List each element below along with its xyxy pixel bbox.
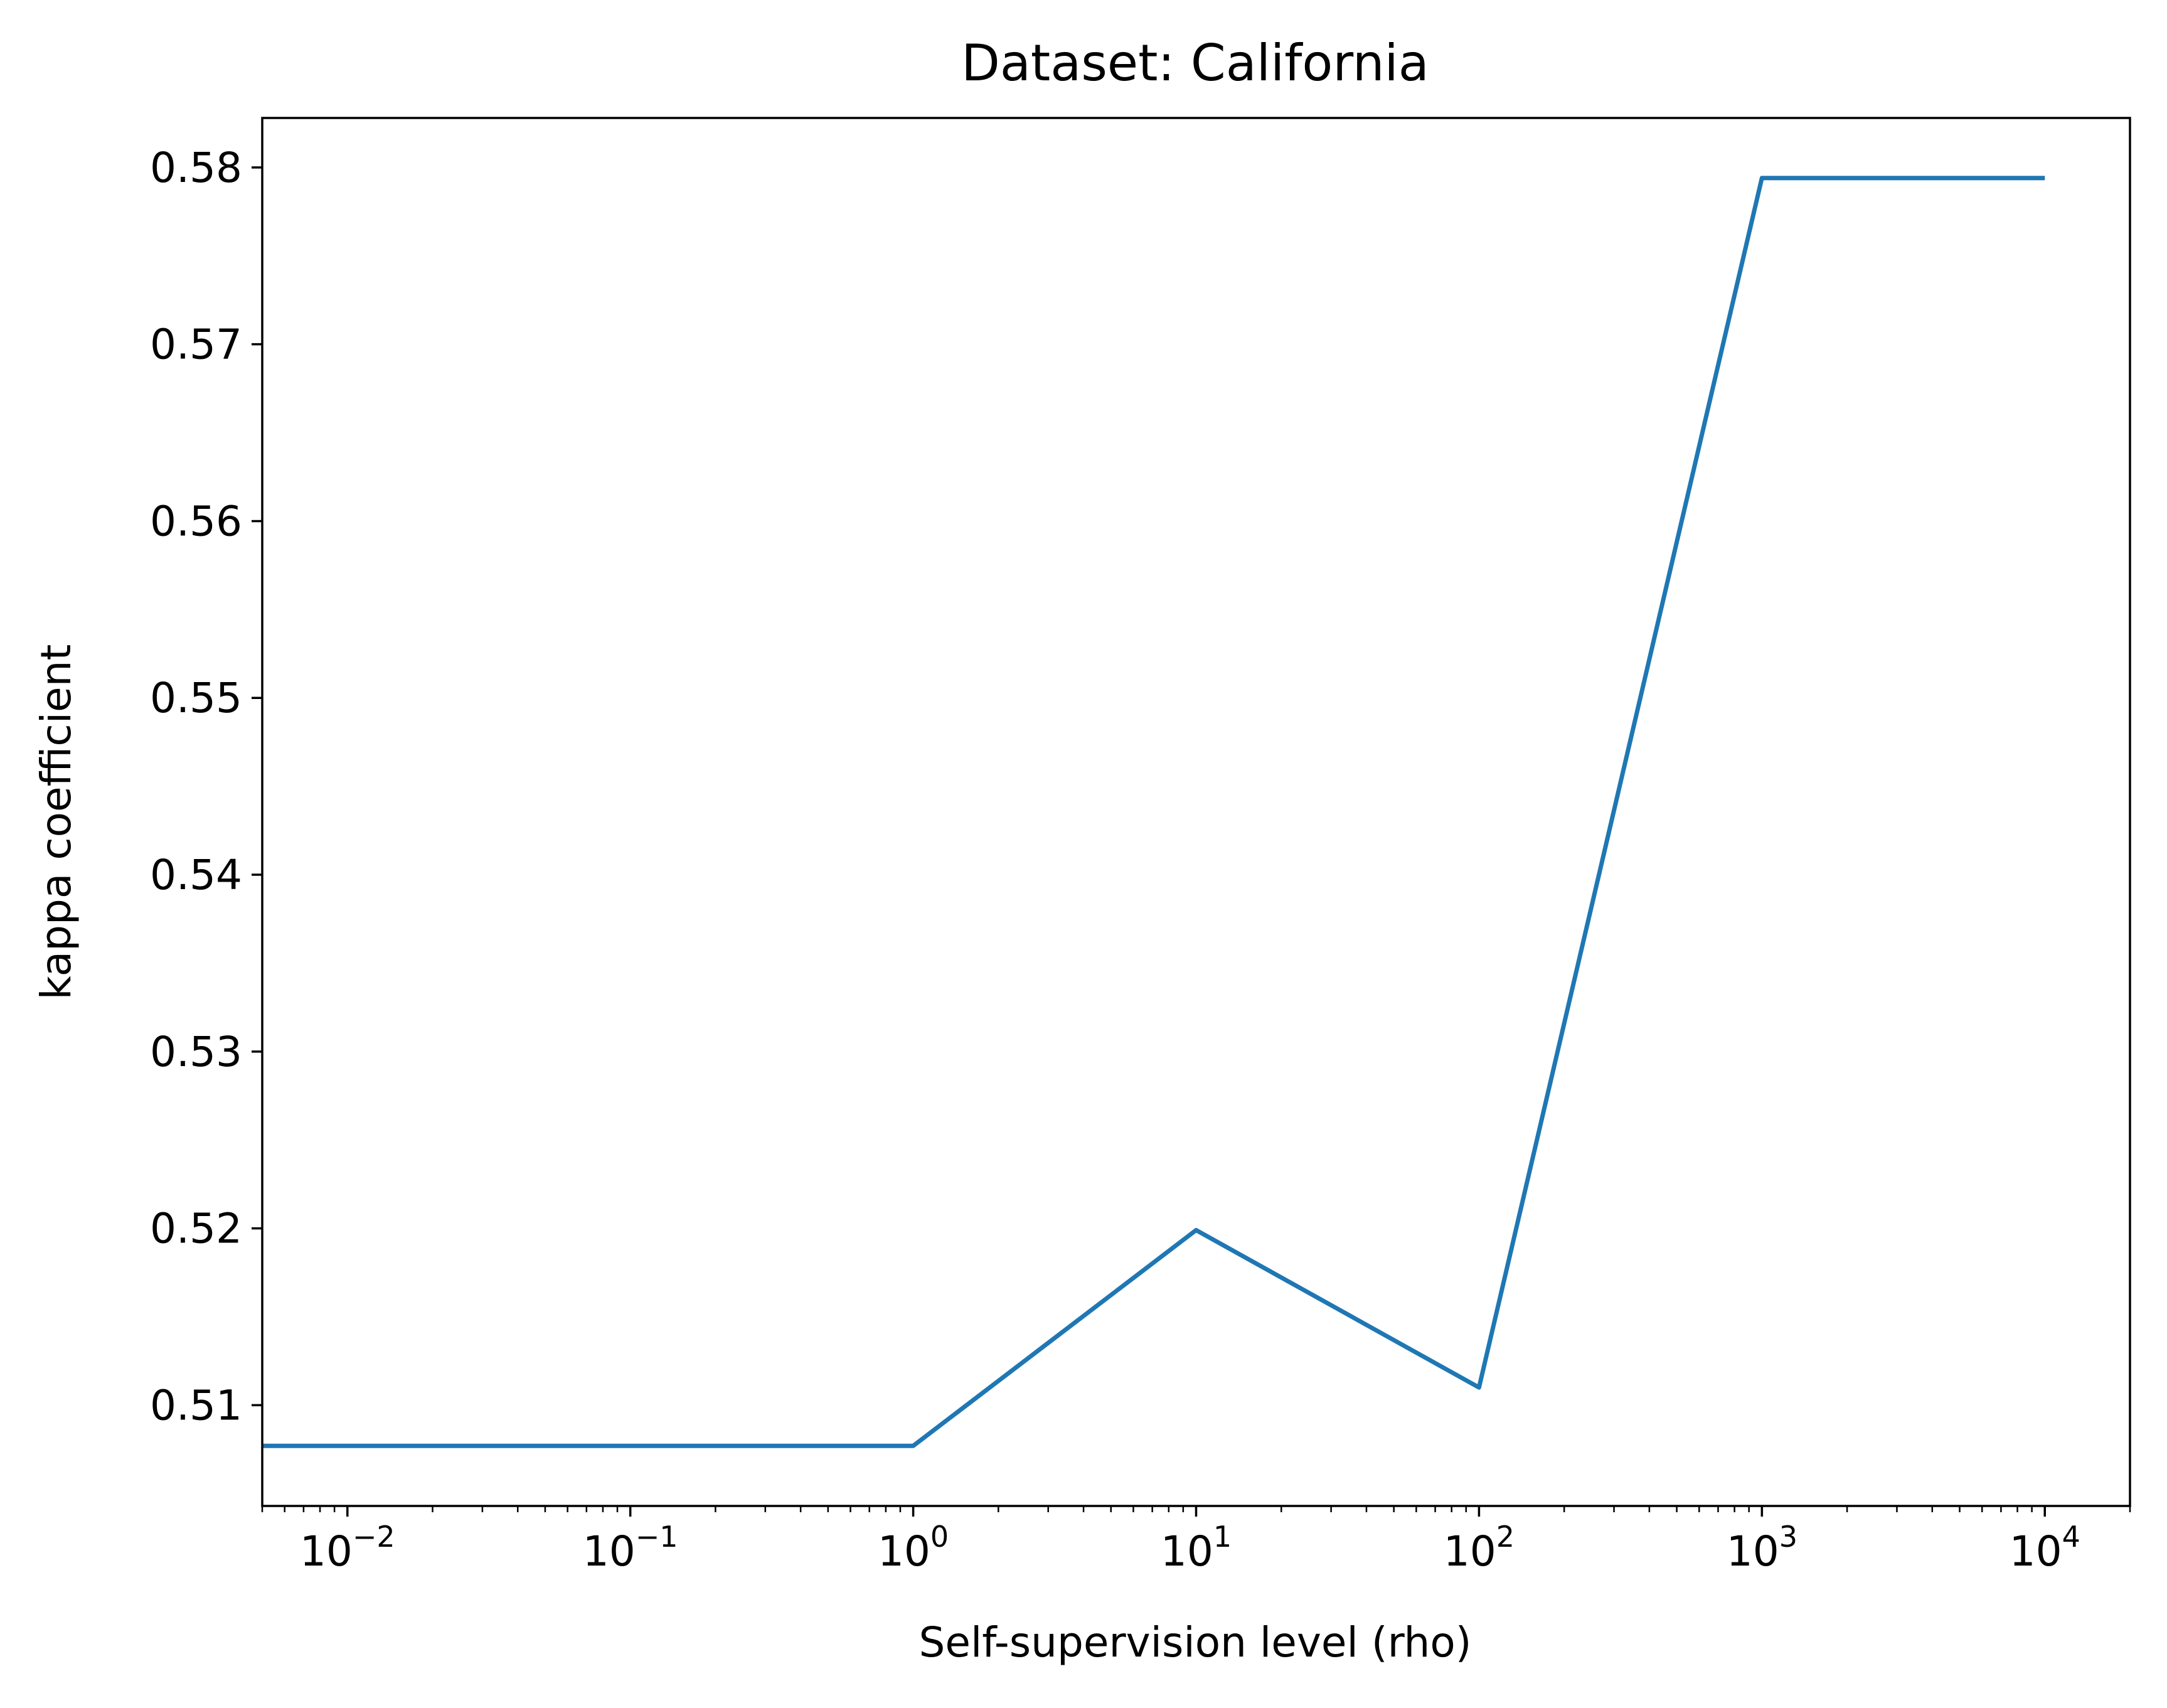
y-tick-label: 0.57 [150, 321, 242, 369]
y-tick-label: 0.54 [150, 851, 242, 899]
x-tick-label: 101 [1161, 1520, 1232, 1576]
y-axis-label: kappa coefficient [32, 644, 80, 1000]
y-tick-label: 0.55 [150, 674, 242, 722]
y-tick-label: 0.52 [150, 1205, 242, 1253]
y-tick-label: 0.51 [150, 1381, 242, 1429]
series-line-0 [262, 176, 2045, 1448]
x-tick-label: 10−1 [583, 1520, 678, 1576]
y-tick-label: 0.53 [150, 1028, 242, 1076]
y-tick-label: 0.58 [150, 144, 242, 192]
x-tick-label: 104 [2010, 1520, 2080, 1576]
x-axis-label: Self-supervision level (rho) [918, 1618, 1471, 1667]
x-tick-label: 102 [1444, 1520, 1515, 1576]
plot-frame [261, 117, 2131, 1507]
x-tick-label: 10−2 [300, 1520, 395, 1576]
chart-title: Dataset: California [961, 34, 1429, 92]
y-tick-label: 0.56 [150, 497, 242, 545]
x-tick-label: 100 [878, 1520, 949, 1576]
x-tick-label: 103 [1727, 1520, 1797, 1576]
